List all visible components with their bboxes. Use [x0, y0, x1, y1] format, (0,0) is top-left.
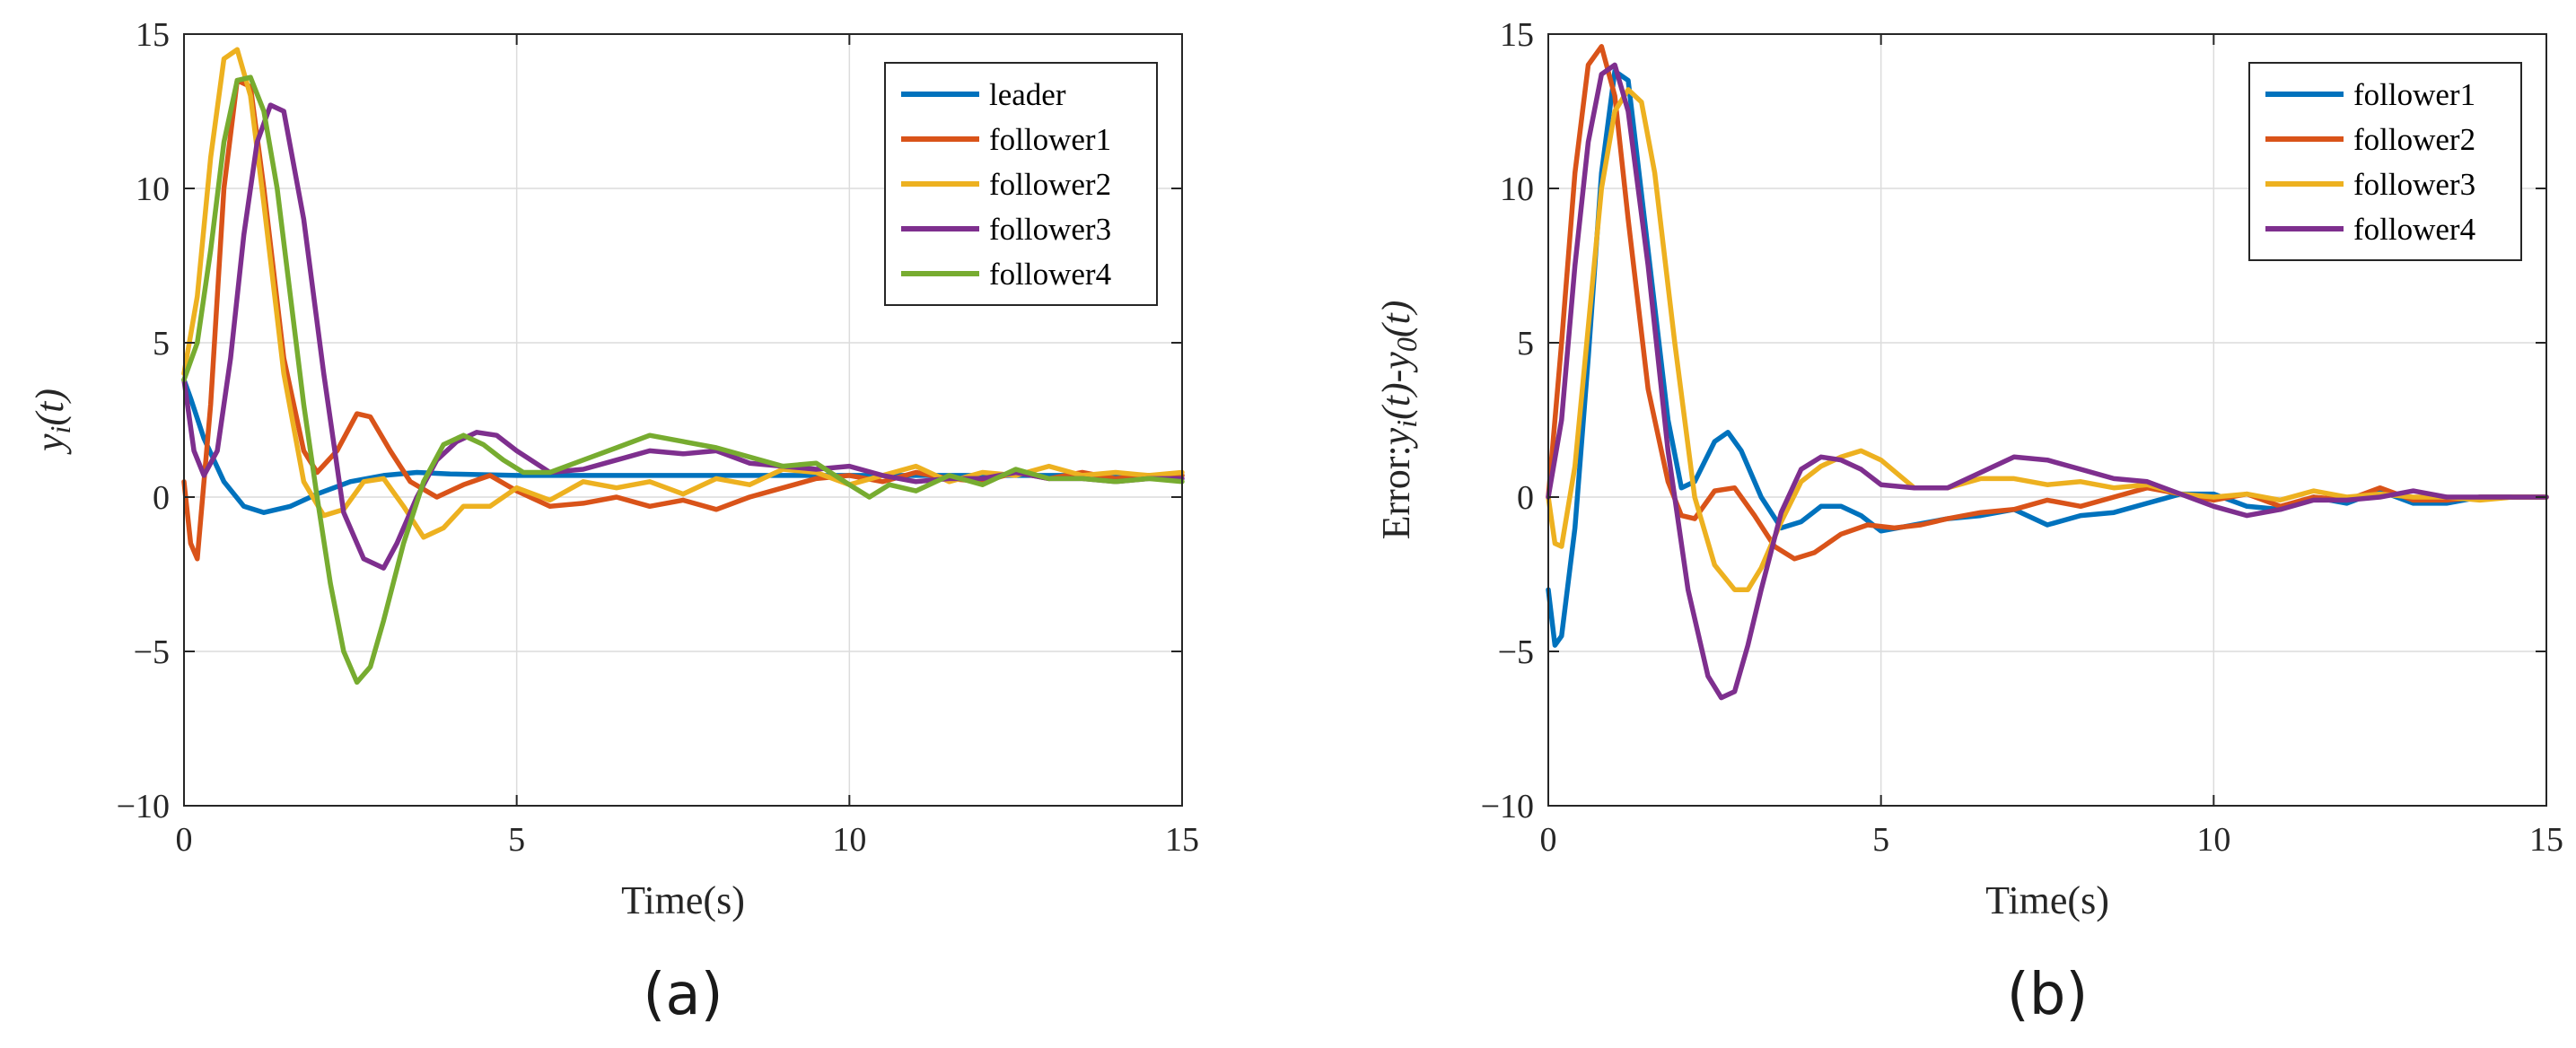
legend-label-a-leader: leader: [989, 77, 1066, 112]
y-axis-label-a: yi(t): [28, 389, 76, 455]
legend-label-a-follower3: follower3: [989, 212, 1111, 247]
legend-label-a-follower1: follower1: [989, 122, 1111, 157]
y-tick-label-a-4: 10: [136, 170, 170, 208]
chart-panel-a: 0 5 10 15 −10 −5 0 5 10 15 Time(s) yi(t) leader fo…: [28, 16, 1199, 1028]
y-axis-label-b-tail: (t): [1374, 301, 1418, 338]
y-axis-label-b-sub2: 0: [1390, 337, 1423, 352]
x-tick-label-b-1: 5: [1872, 821, 1889, 859]
y-axis-label-a-main: y: [28, 433, 72, 455]
y-axis-label-a-tail: (t): [28, 389, 72, 426]
y-tick-label-b-4: 10: [1500, 170, 1534, 208]
x-tick-label-a-2: 10: [832, 821, 866, 859]
x-axis-label-b: Time(s): [1985, 878, 2109, 922]
x-tick-label-b-0: 0: [1540, 821, 1557, 859]
series-line-b-follower3: [1546, 87, 2549, 592]
legend-a: leader follower1 follower2 follower3 followe…: [884, 62, 1158, 306]
series-line-b-follower4: [1546, 62, 2549, 701]
x-tick-label-a-1: 5: [508, 821, 525, 859]
y-axis-label-b-prefix: Error:: [1374, 445, 1418, 539]
legend-label-b-follower4: follower4: [2353, 212, 2475, 247]
x-tick-label-b-3: 15: [2529, 821, 2563, 859]
axes-box-a: [183, 33, 1183, 807]
series-group-a: [181, 47, 1185, 686]
panel-label-b: (b): [2007, 962, 2089, 1028]
series-line-a-leader: [181, 377, 1185, 515]
y-tick-label-a-0: −10: [117, 788, 170, 825]
y-axis-label-a-sub: i: [44, 426, 76, 434]
y-tick-label-a-1: −5: [134, 633, 170, 671]
axes-box-b: [1547, 33, 2547, 807]
y-tick-label-a-5: 15: [136, 16, 170, 54]
x-tick-label-a-3: 15: [1165, 821, 1199, 859]
ticks-b: 0 5 10 15 −10 −5 0 5 10 15: [1481, 16, 2563, 859]
panel-label-a: (a): [643, 962, 723, 1028]
y-axis-label-b-main: y: [1374, 427, 1418, 449]
y-axis-label-b-sub: i: [1390, 420, 1423, 428]
series-group-b: [1546, 44, 2549, 701]
legend-label-a-follower4: follower4: [989, 257, 1111, 292]
y-axis-label-b: Error:yi(t)-y0(t): [1374, 301, 1423, 540]
x-tick-label-b-2: 10: [2196, 821, 2230, 859]
legend-label-b-follower1: follower1: [2353, 77, 2475, 112]
y-tick-label-b-2: 0: [1517, 479, 1534, 517]
legend-label-a-follower2: follower2: [989, 167, 1111, 202]
y-tick-label-a-3: 5: [153, 325, 170, 362]
legend-label-b-follower2: follower2: [2353, 122, 2475, 157]
series-line-a-follower4: [181, 74, 1185, 686]
x-axis-label-a: Time(s): [621, 878, 745, 922]
x-tick-label-a-0: 0: [176, 821, 193, 859]
series-line-a-follower2: [181, 47, 1185, 540]
y-tick-label-b-1: −5: [1498, 633, 1534, 671]
ticks-a: 0 5 10 15 −10 −5 0 5 10 15: [117, 16, 1199, 859]
y-axis-label-b-main2: y: [1374, 352, 1418, 373]
y-tick-label-b-3: 5: [1517, 325, 1534, 362]
y-tick-label-a-2: 0: [153, 479, 170, 517]
y-axis-label-b-mid: (t)-: [1374, 370, 1418, 420]
legend-b: follower1 follower2 follower3 follower4: [2248, 62, 2522, 261]
y-tick-label-b-5: 15: [1500, 16, 1534, 54]
y-tick-label-b-0: −10: [1481, 788, 1534, 825]
legend-label-b-follower3: follower3: [2353, 167, 2475, 202]
